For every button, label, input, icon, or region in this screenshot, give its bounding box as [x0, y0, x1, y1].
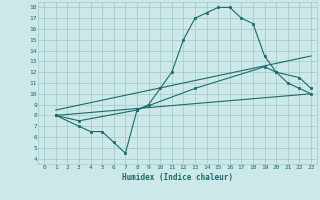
X-axis label: Humidex (Indice chaleur): Humidex (Indice chaleur) — [122, 173, 233, 182]
